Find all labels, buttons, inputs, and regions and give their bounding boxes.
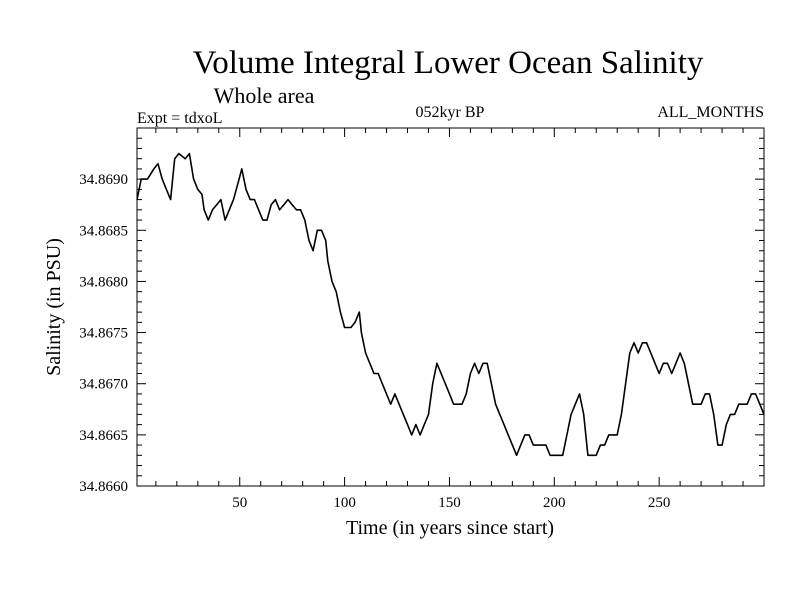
series-layer <box>136 152 765 457</box>
y-tick-label: 34.8690 <box>79 172 128 188</box>
x-tick-label: 150 <box>438 495 461 511</box>
axis-ticks <box>137 128 764 487</box>
salinity-series-line <box>136 152 765 457</box>
x-axis-label: Time (in years since start) <box>346 517 554 539</box>
chart-title: Volume Integral Lower Ocean Salinity <box>193 45 704 81</box>
x-tick-label: 200 <box>543 495 566 511</box>
experiment-label: Expt = tdxoL <box>137 110 222 127</box>
y-tick-label: 34.8670 <box>79 377 128 393</box>
y-tick-label: 34.8680 <box>79 274 128 290</box>
x-tick-label: 100 <box>333 495 356 511</box>
y-tick-label: 34.8665 <box>79 428 128 444</box>
x-tick-label: 250 <box>648 495 671 511</box>
x-tick-label: 50 <box>232 495 247 511</box>
months-label: ALL_MONTHS <box>657 104 764 121</box>
y-axis-label: Salinity (in PSU) <box>43 238 65 376</box>
axis-tick-labels: 50 100 150 200 250 34.8660 34.8665 34.8670 34.86… <box>79 172 670 511</box>
period-label: 052kyr BP <box>416 104 485 121</box>
y-tick-label: 34.8685 <box>79 223 128 239</box>
y-tick-label: 34.8660 <box>79 479 128 495</box>
y-tick-label: 34.8675 <box>79 326 128 342</box>
plot-frame <box>136 127 765 487</box>
chart-subtitle: Whole area <box>214 83 315 108</box>
